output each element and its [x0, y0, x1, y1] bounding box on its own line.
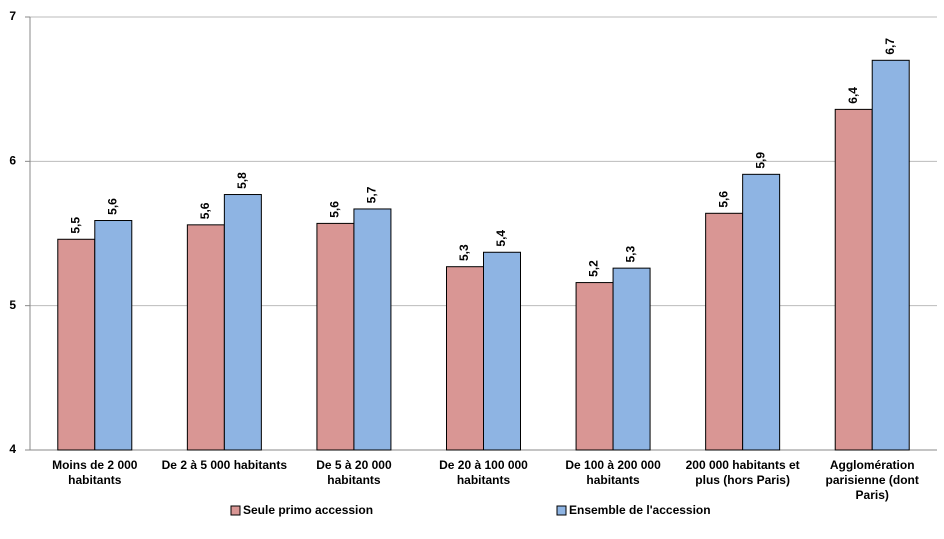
- bar: [834, 108, 873, 451]
- value-label: 6,4: [846, 87, 860, 104]
- x-tick-label: De 2 à 5 000 habitants: [161, 458, 288, 472]
- x-tick-label: 200 000 habitants et plus (hors Paris): [685, 458, 800, 487]
- x-tick-label: Moins de 2 000 habitants: [52, 458, 138, 487]
- bar: [186, 224, 225, 451]
- legend-label: Seule primo accession: [243, 503, 373, 517]
- bar: [316, 222, 355, 451]
- value-label: 5,6: [328, 201, 342, 218]
- value-label: 5,4: [494, 230, 508, 247]
- legend-swatch: [556, 505, 567, 516]
- x-tick-label: Agglomération parisienne (dont Paris): [825, 458, 919, 502]
- y-tick-label: 4: [9, 442, 16, 456]
- x-tick-label: De 100 à 200 000 habitants: [565, 458, 661, 487]
- value-label: 5,6: [716, 191, 730, 208]
- bar: [94, 220, 133, 451]
- value-label: 5,2: [587, 260, 601, 277]
- y-tick-label: 5: [9, 298, 16, 312]
- bar: [705, 212, 744, 451]
- bar: [446, 266, 484, 451]
- value-label: 5,3: [457, 244, 471, 261]
- bar: [871, 59, 910, 451]
- value-label: 5,5: [68, 217, 82, 234]
- value-label: 5,3: [624, 245, 638, 262]
- x-tick-label: De 20 à 100 000 habitants: [439, 458, 528, 487]
- legend-swatch: [230, 505, 241, 516]
- value-label: 5,6: [105, 198, 119, 215]
- bar: [483, 251, 521, 451]
- value-label: 5,6: [198, 202, 212, 219]
- y-tick-label: 7: [9, 9, 16, 23]
- bar: [57, 238, 96, 451]
- value-label: 5,9: [753, 152, 767, 169]
- bar: [742, 173, 781, 451]
- bar: [223, 194, 262, 451]
- value-label: 5,7: [365, 186, 379, 203]
- value-label: 5,8: [235, 172, 249, 189]
- x-tick-label: De 5 à 20 000 habitants: [316, 458, 392, 487]
- bar: [612, 267, 651, 451]
- bar: [575, 282, 614, 451]
- bar: [353, 208, 392, 451]
- legend-label: Ensemble de l'accession: [569, 503, 711, 517]
- value-label: 6,7: [883, 38, 897, 55]
- y-tick-label: 6: [9, 154, 16, 168]
